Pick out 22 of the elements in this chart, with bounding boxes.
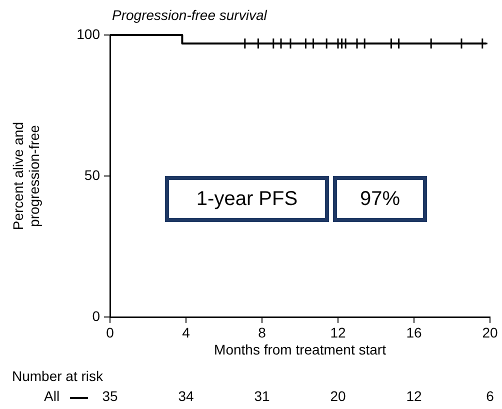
text: 20: [330, 388, 346, 404]
x-tick-label: 0: [106, 324, 114, 340]
text: 6: [486, 388, 494, 404]
text: 12: [406, 388, 422, 404]
x-tick-label: 8: [258, 324, 266, 340]
y-axis-title: Percent alive and progression-free: [10, 120, 42, 232]
y-tick-label: 0: [92, 308, 100, 324]
y-tick-label: 50: [84, 166, 100, 183]
y-tick-label: 100: [76, 26, 100, 42]
chart-title: Progression-free survival: [112, 7, 267, 23]
text: All: [44, 388, 60, 404]
annotation: 97%: [333, 176, 427, 222]
text: 34: [178, 388, 194, 404]
annotation: 1-year PFS: [165, 176, 329, 222]
x-tick-label: 16: [406, 324, 422, 340]
text: Number at risk: [12, 368, 104, 384]
x-tick-label: 12: [330, 324, 346, 340]
x-tick-label: 20: [482, 324, 498, 340]
text: 35: [102, 388, 118, 404]
x-axis-title: Months from treatment start: [214, 341, 386, 358]
text: 31: [254, 388, 270, 404]
x-tick-label: 4: [182, 324, 190, 340]
